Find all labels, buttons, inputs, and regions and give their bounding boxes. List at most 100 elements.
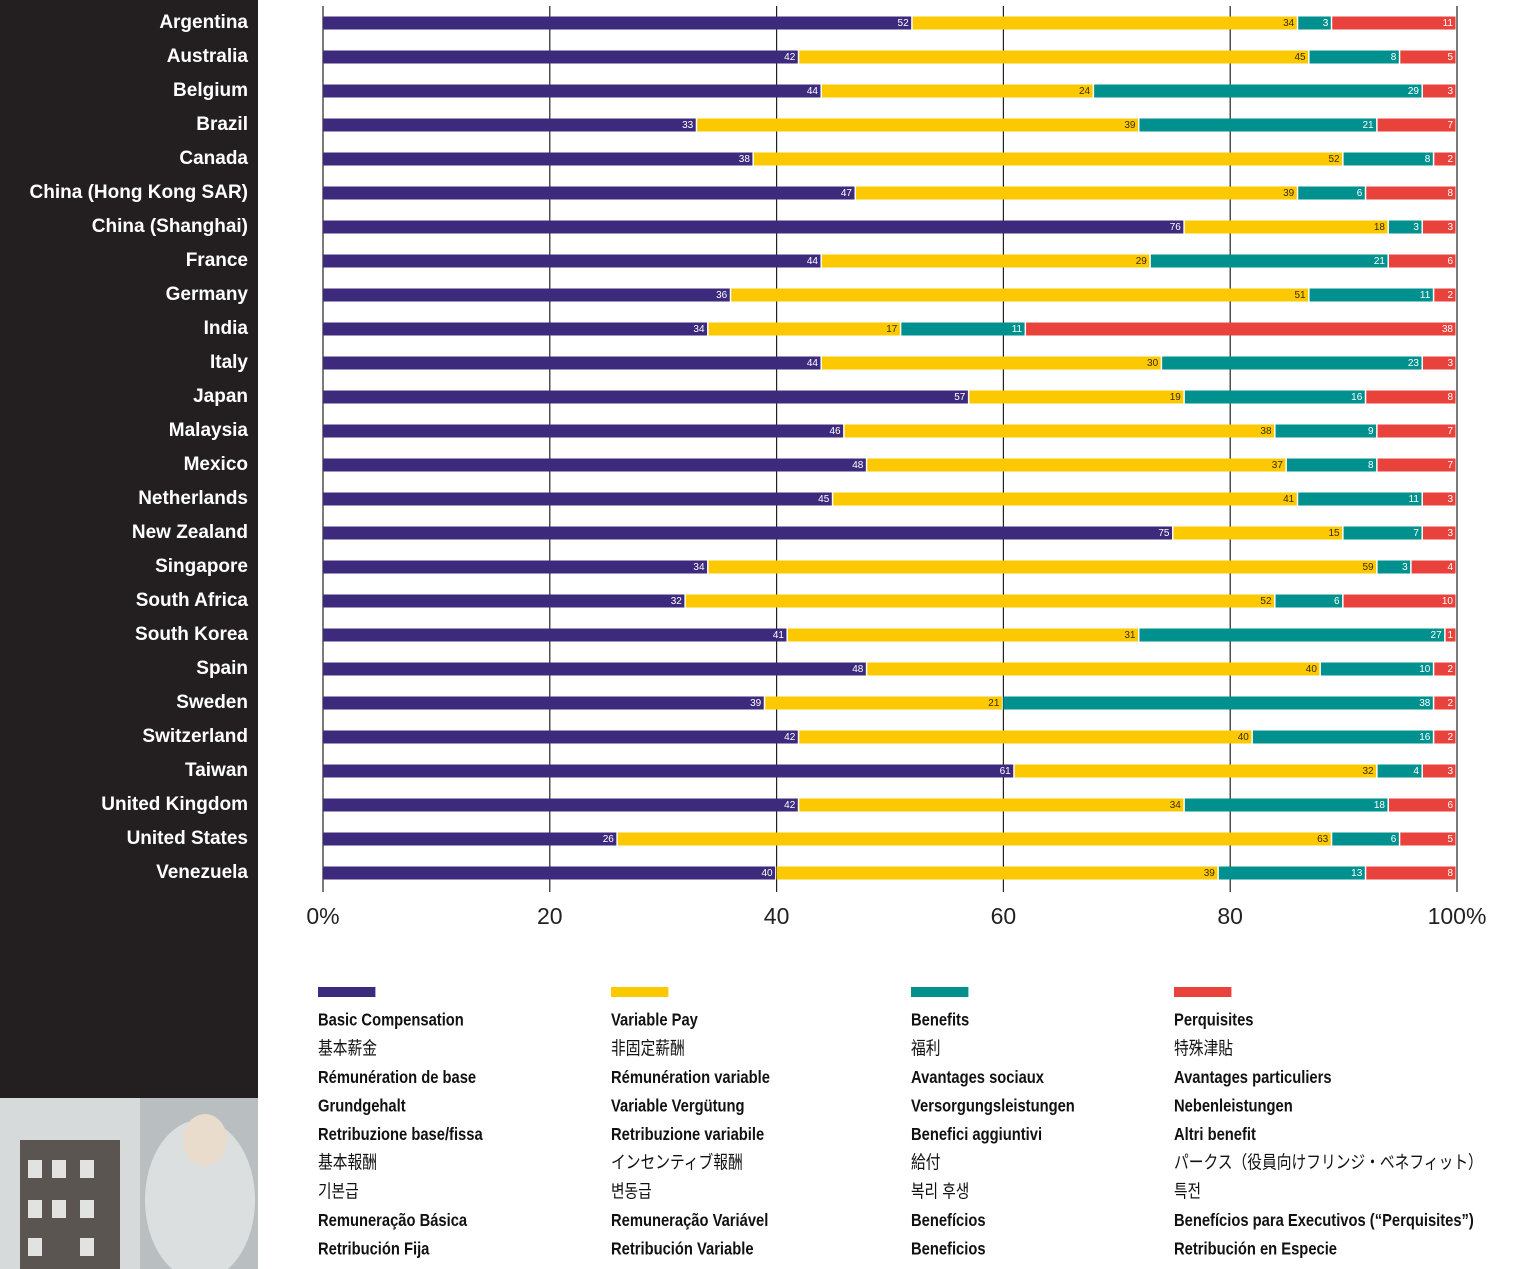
value-label: 48 bbox=[852, 664, 864, 675]
category-label: China (Hong Kong SAR) bbox=[30, 182, 248, 203]
value-label: 15 bbox=[1328, 528, 1340, 539]
legend-label: Variable Pay bbox=[611, 1010, 699, 1030]
bar-segment bbox=[323, 833, 616, 846]
value-label: 41 bbox=[773, 630, 785, 641]
bar-segment bbox=[1276, 595, 1343, 608]
legend-translation: Retribución Fija bbox=[318, 1239, 430, 1259]
category-label: Switzerland bbox=[142, 726, 248, 747]
legend-translation: Retribuzione base/fissa bbox=[318, 1125, 483, 1145]
value-label: 39 bbox=[1283, 188, 1295, 199]
value-label: 11 bbox=[1420, 290, 1431, 301]
value-label: 52 bbox=[898, 18, 910, 29]
value-label: 3 bbox=[1447, 766, 1453, 777]
value-label: 29 bbox=[1136, 256, 1148, 267]
value-label: 31 bbox=[1124, 630, 1136, 641]
bar-segment bbox=[323, 323, 707, 336]
value-label: 23 bbox=[1408, 358, 1420, 369]
value-label: 47 bbox=[841, 188, 853, 199]
legend-translation: パークス（役員向けフリンジ・ベネフィット） bbox=[1174, 1153, 1483, 1173]
bar-segment bbox=[1344, 153, 1433, 166]
legend-translation: Versorgungsleistungen bbox=[911, 1096, 1075, 1116]
legend-label: Perquisites bbox=[1174, 1010, 1253, 1030]
bar-segment bbox=[1094, 85, 1421, 98]
bar-segment bbox=[777, 867, 1218, 880]
bar-segment bbox=[799, 51, 1308, 64]
value-label: 16 bbox=[1419, 732, 1431, 743]
bar-segment bbox=[323, 221, 1183, 234]
value-label: 4 bbox=[1413, 766, 1419, 777]
bar-segment bbox=[913, 17, 1297, 30]
value-label: 52 bbox=[1260, 596, 1272, 607]
value-label: 7 bbox=[1447, 426, 1453, 437]
bar-segment bbox=[323, 119, 696, 132]
legend-translation: 基本薪金 bbox=[318, 1039, 377, 1059]
legend-translation: Avantages sociaux bbox=[911, 1068, 1045, 1088]
bar-segment bbox=[1378, 119, 1456, 132]
value-label: 7 bbox=[1447, 460, 1453, 471]
value-label: 44 bbox=[807, 86, 819, 97]
bar-segment bbox=[1332, 833, 1399, 846]
value-label: 3 bbox=[1447, 494, 1453, 505]
legend-translation: Retribución en Especie bbox=[1174, 1239, 1337, 1259]
legend-translation: 非固定薪酬 bbox=[611, 1039, 685, 1059]
value-label: 61 bbox=[1000, 766, 1012, 777]
value-label: 8 bbox=[1447, 188, 1453, 199]
bar-segment bbox=[867, 663, 1319, 676]
category-label: Venezuela bbox=[156, 862, 248, 883]
value-label: 59 bbox=[1362, 562, 1374, 573]
value-label: 6 bbox=[1334, 596, 1340, 607]
legend-translation: Avantages particuliers bbox=[1174, 1068, 1332, 1088]
value-label: 5 bbox=[1447, 52, 1453, 63]
category-label: United Kingdom bbox=[101, 794, 248, 815]
legend-translation: Beneficios bbox=[911, 1239, 986, 1259]
value-label: 10 bbox=[1442, 596, 1454, 607]
bar-segment bbox=[323, 357, 820, 370]
bar-segment bbox=[1344, 595, 1456, 608]
value-label: 38 bbox=[739, 154, 751, 165]
bar-segment bbox=[1219, 867, 1365, 880]
bar-segment bbox=[323, 493, 832, 506]
legend-translation: Retribución Variable bbox=[611, 1239, 754, 1259]
value-label: 21 bbox=[1374, 256, 1386, 267]
bar-segment bbox=[1185, 391, 1365, 404]
legend-translation: インセンティブ報酬 bbox=[611, 1152, 743, 1173]
legend-translation: 변동급 bbox=[611, 1182, 652, 1202]
bar-segment bbox=[1185, 221, 1388, 234]
value-label: 11 bbox=[1409, 494, 1420, 505]
bar-segment bbox=[1321, 663, 1433, 676]
bar-segment bbox=[901, 323, 1024, 336]
value-label: 5 bbox=[1447, 834, 1453, 845]
category-label: Japan bbox=[193, 386, 248, 407]
value-label: 11 bbox=[1012, 324, 1023, 335]
legend-translation: Altri benefit bbox=[1174, 1125, 1256, 1145]
value-label: 32 bbox=[1362, 766, 1374, 777]
value-label: 76 bbox=[1170, 222, 1182, 233]
chart: 0%20406080100%Argentina5234311Australia4… bbox=[0, 0, 1536, 1269]
bar-segment bbox=[323, 731, 798, 744]
bar-segment bbox=[697, 119, 1138, 132]
value-label: 6 bbox=[1447, 800, 1453, 811]
bar-segment bbox=[1310, 51, 1399, 64]
bar-segment bbox=[323, 799, 798, 812]
value-label: 27 bbox=[1431, 630, 1443, 641]
bar-segment bbox=[1298, 187, 1365, 200]
value-label: 29 bbox=[1408, 86, 1420, 97]
category-label: Spain bbox=[196, 658, 248, 679]
value-label: 6 bbox=[1447, 256, 1453, 267]
bar-segment bbox=[323, 255, 820, 268]
legend-translation: Remuneração Básica bbox=[318, 1211, 468, 1231]
bar-segment bbox=[1139, 629, 1444, 642]
bar-segment bbox=[1389, 799, 1456, 812]
value-label: 2 bbox=[1447, 664, 1453, 675]
value-label: 57 bbox=[954, 392, 966, 403]
bar-segment bbox=[618, 833, 1331, 846]
bar-segment bbox=[822, 255, 1149, 268]
bar-segment bbox=[1344, 527, 1422, 540]
value-label: 3 bbox=[1447, 222, 1453, 233]
value-label: 3 bbox=[1323, 18, 1329, 29]
category-label: Belgium bbox=[173, 80, 248, 101]
category-label: South Korea bbox=[135, 624, 248, 645]
category-label: United States bbox=[127, 828, 248, 849]
value-label: 3 bbox=[1447, 358, 1453, 369]
category-label: South Africa bbox=[136, 590, 249, 611]
